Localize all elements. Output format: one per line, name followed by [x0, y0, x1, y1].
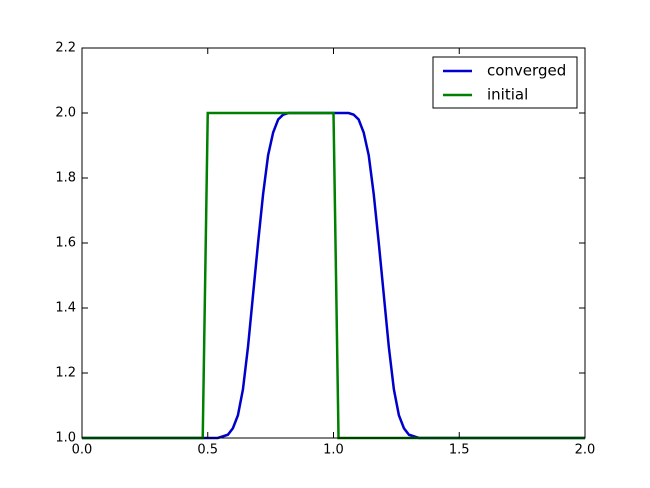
- y-tick-label: 1.8: [55, 171, 76, 186]
- x-tick-label: 0.5: [197, 443, 218, 458]
- x-tick-label: 2.0: [575, 443, 596, 458]
- y-tick-label: 2.2: [55, 41, 76, 56]
- legend-label: initial: [487, 86, 528, 104]
- y-tick-label: 1.0: [55, 431, 76, 446]
- y-tick-label: 2.0: [55, 106, 76, 121]
- x-tick-label: 1.5: [449, 443, 470, 458]
- y-tick-label: 1.6: [55, 236, 76, 251]
- legend-label: converged: [487, 62, 566, 80]
- legend-box: [432, 56, 578, 109]
- y-tick-label: 1.4: [55, 301, 76, 316]
- series-line: [82, 111, 585, 440]
- y-tick-label: 1.2: [55, 366, 76, 381]
- x-tick-label: 1.0: [323, 443, 344, 458]
- x-tick-label: 0.0: [72, 443, 93, 458]
